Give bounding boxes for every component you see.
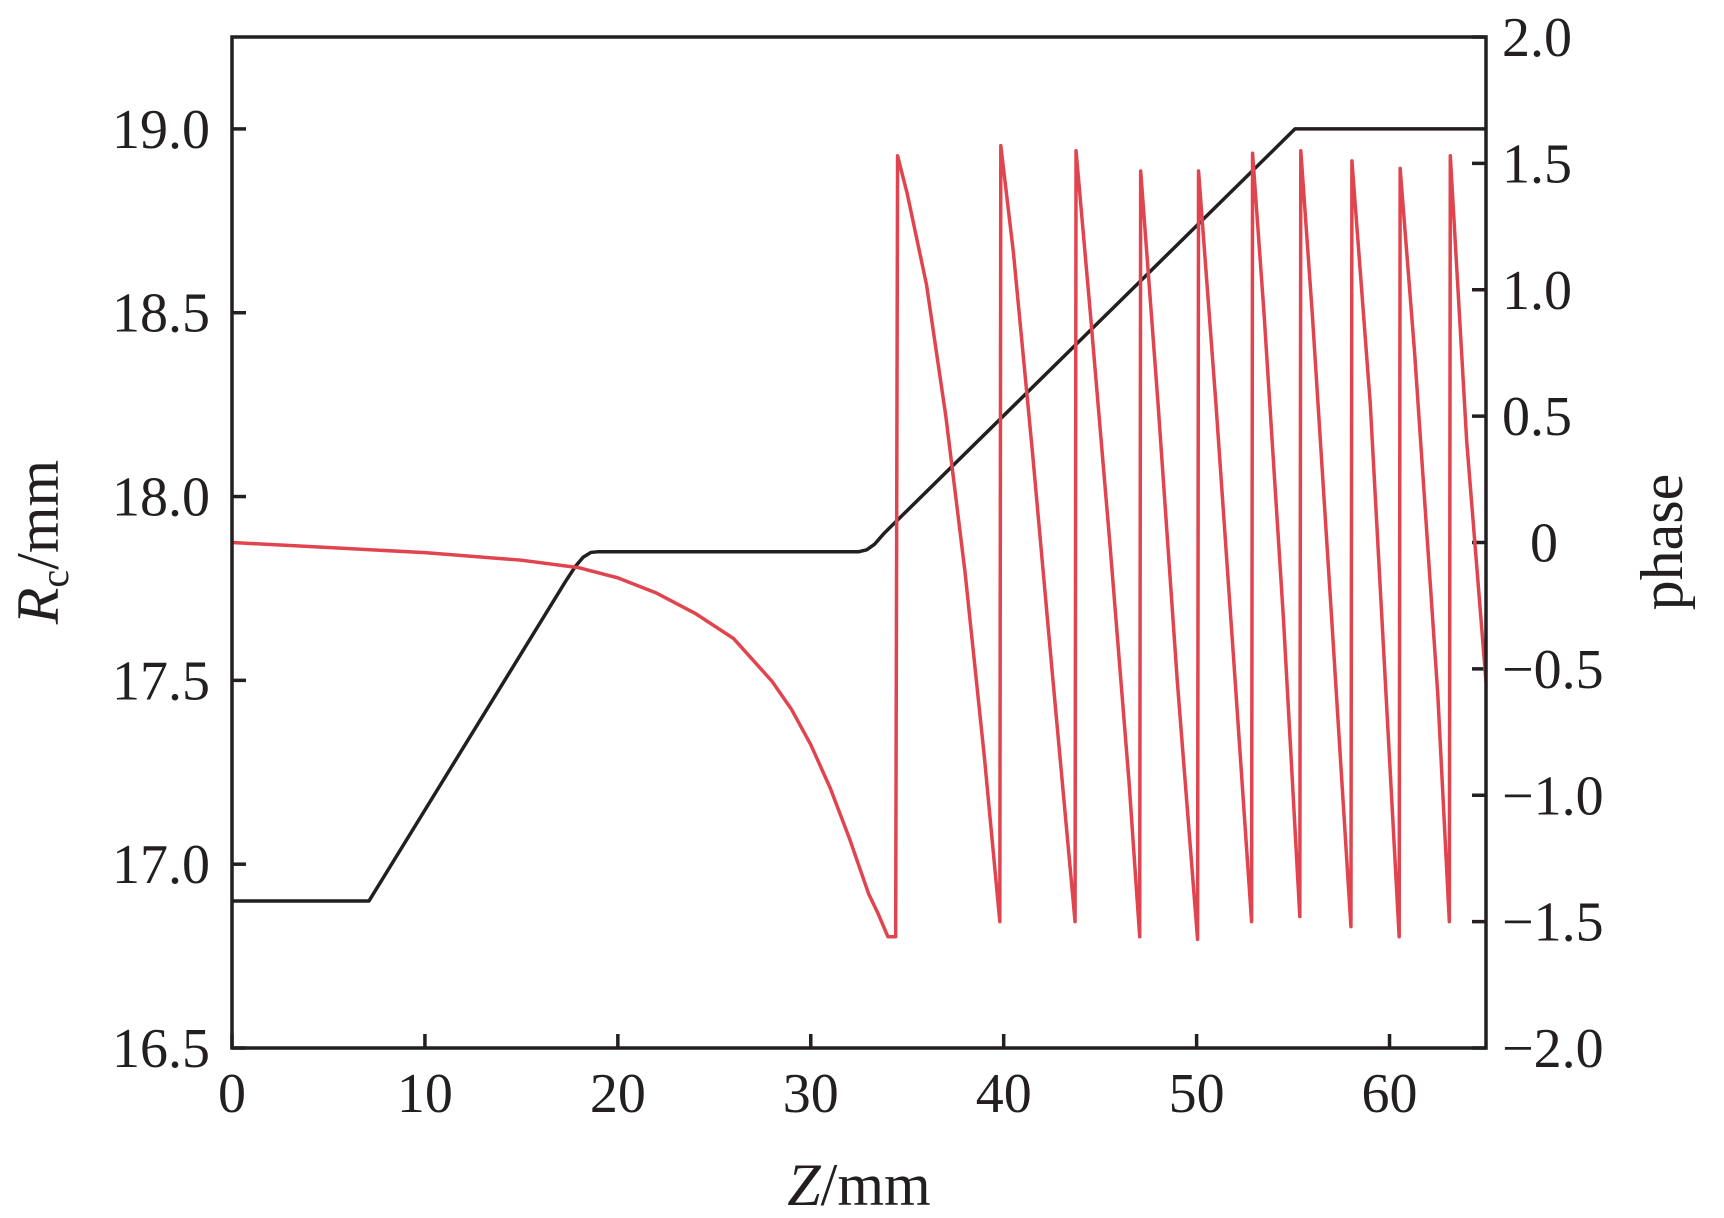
phase-series-line xyxy=(232,143,1486,942)
series-layer xyxy=(232,127,1486,942)
x-tick-label: 30 xyxy=(783,1063,839,1125)
x-axis-label: Z/mm xyxy=(787,1152,930,1218)
y-left-tick-label: 18.0 xyxy=(112,467,210,529)
y-right-tick-label: −0.5 xyxy=(1502,639,1604,701)
tick-labels-layer: 0 10 20 30 40 50 60 16.5 17.0 17.5 18.0 18.5 19.0 −2.… xyxy=(112,7,1604,1125)
y-left-tick-label: 17.5 xyxy=(112,650,210,712)
y-left-tick-label: 17.0 xyxy=(112,834,210,896)
y-axis-left-label-symbol: R xyxy=(5,588,71,626)
y-axis-right-label: phase xyxy=(1629,474,1695,611)
x-tick-label: 20 xyxy=(590,1063,646,1125)
x-tick-label: 40 xyxy=(976,1063,1032,1125)
y-right-tick-label: −1.5 xyxy=(1502,892,1604,954)
radius-series-line xyxy=(232,127,1486,903)
y-left-tick-label: 18.5 xyxy=(112,283,210,345)
y-right-tick-label: 0 xyxy=(1530,513,1558,575)
y-left-tick-label: 19.0 xyxy=(112,99,210,161)
y-right-tick-label: 2.0 xyxy=(1502,7,1572,69)
x-tick-label: 0 xyxy=(218,1063,246,1125)
y-right-tick-label: −2.0 xyxy=(1502,1018,1604,1080)
y-axis-left-label-subscript: c xyxy=(32,570,77,588)
x-tick-label: 10 xyxy=(397,1063,453,1125)
y-axis-left-label-unit: /mm xyxy=(5,460,71,570)
x-tick-label: 60 xyxy=(1362,1063,1418,1125)
y-left-tick-label: 16.5 xyxy=(112,1018,210,1080)
y-right-tick-label: 0.5 xyxy=(1502,386,1572,448)
y-right-tick-label: −1.0 xyxy=(1502,765,1604,827)
x-axis-label-unit: /mm xyxy=(821,1152,931,1218)
y-right-tick-label: 1.0 xyxy=(1502,260,1572,322)
y-right-tick-label: 1.5 xyxy=(1502,133,1572,195)
plot-frame xyxy=(230,35,1488,1050)
x-axis-label-symbol: Z xyxy=(787,1152,821,1218)
x-tick-label: 50 xyxy=(1169,1063,1225,1125)
y-axis-left-label: Rc/mm xyxy=(5,460,77,625)
